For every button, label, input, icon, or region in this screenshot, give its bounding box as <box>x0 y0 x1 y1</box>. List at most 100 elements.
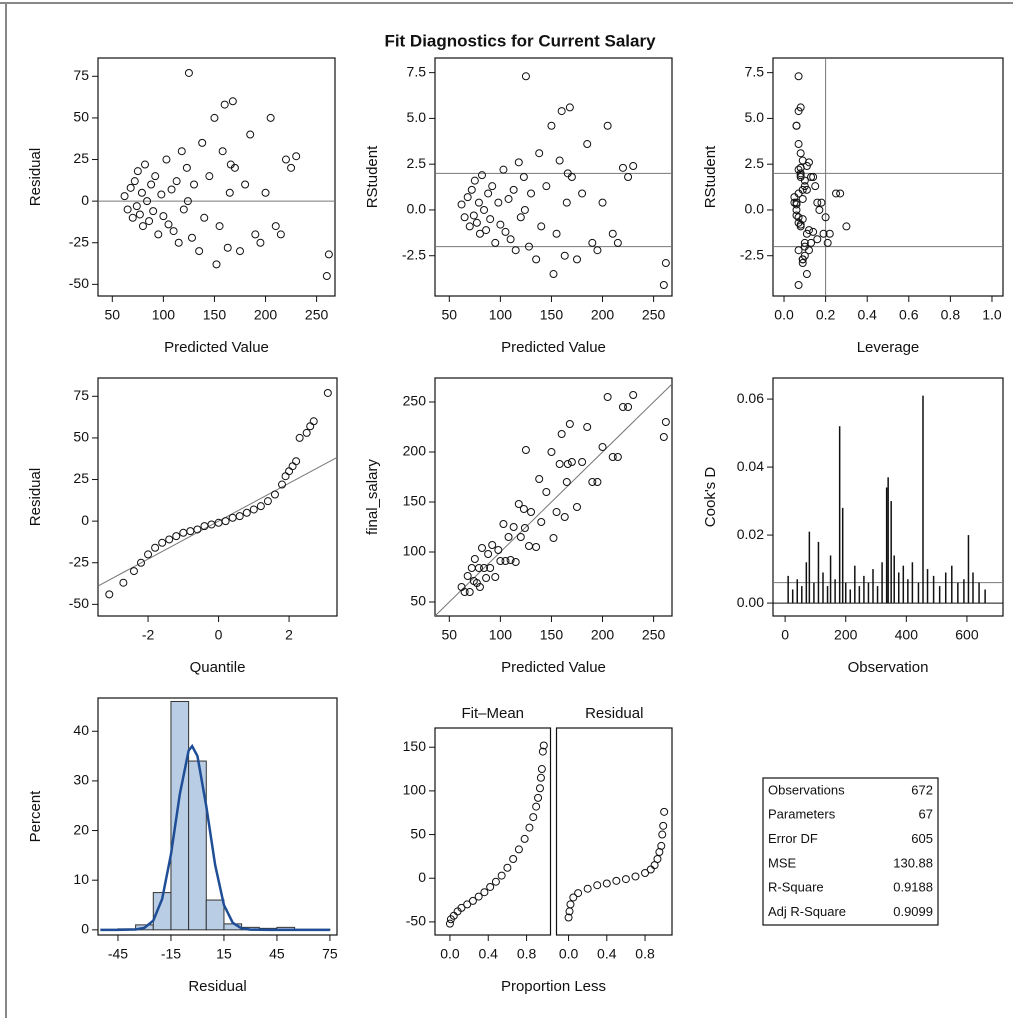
plot-frame <box>772 377 1004 617</box>
point <box>309 417 318 426</box>
point <box>457 200 466 209</box>
point <box>593 881 602 890</box>
point <box>463 900 472 909</box>
point <box>804 226 813 235</box>
point <box>537 222 546 231</box>
point <box>200 213 209 222</box>
plot-frame <box>434 727 552 936</box>
point <box>560 251 569 260</box>
point <box>603 121 612 130</box>
point <box>624 403 633 411</box>
point <box>529 813 538 822</box>
y-tick-label: 50 <box>73 109 89 125</box>
point <box>123 205 132 214</box>
point <box>138 222 147 231</box>
point <box>657 841 666 850</box>
point <box>588 478 597 486</box>
point <box>480 205 489 214</box>
plot-area <box>435 383 672 616</box>
point <box>534 793 543 802</box>
x-tick-label: 150 <box>540 307 564 323</box>
point <box>465 222 474 231</box>
point <box>813 235 822 244</box>
y-tick-label: 30 <box>73 772 89 788</box>
point <box>193 525 202 534</box>
y-tick-label: -50 <box>406 913 426 929</box>
point <box>519 505 528 513</box>
point <box>794 246 803 255</box>
point <box>137 558 146 567</box>
point <box>470 176 479 185</box>
point <box>819 229 828 238</box>
point <box>641 868 650 877</box>
y-tick-label: 0.0 <box>407 201 427 217</box>
point <box>555 460 564 468</box>
point <box>836 189 845 198</box>
point <box>128 213 137 222</box>
plot-area <box>98 68 335 281</box>
point <box>572 503 581 511</box>
x-tick-label: 45 <box>269 946 285 962</box>
point <box>552 508 561 516</box>
point <box>796 220 805 229</box>
point <box>798 194 807 203</box>
point <box>813 198 822 207</box>
point <box>460 213 469 222</box>
histogram-bar <box>205 899 225 931</box>
point <box>562 478 571 486</box>
point <box>271 222 280 231</box>
point <box>486 215 495 224</box>
point <box>323 388 332 397</box>
point <box>519 173 528 181</box>
x-tick-label: 200 <box>591 627 615 643</box>
point <box>172 532 181 541</box>
point <box>474 892 483 901</box>
point <box>802 185 811 194</box>
y-tick-label: 0 <box>81 192 89 208</box>
point <box>542 182 551 191</box>
point <box>547 121 556 130</box>
point <box>603 393 612 401</box>
y-axis-label: Cook's D <box>702 467 719 528</box>
point <box>538 747 547 756</box>
x-tick-label: 600 <box>955 627 979 643</box>
point <box>535 149 544 158</box>
x-tick-label: 400 <box>895 627 919 643</box>
point <box>132 202 141 211</box>
y-tick-label: 75 <box>73 67 89 83</box>
table-label: Error DF <box>768 831 818 846</box>
point <box>246 130 255 139</box>
point <box>624 173 633 181</box>
plot-frame <box>555 727 673 936</box>
point <box>491 573 500 581</box>
plot-area <box>773 395 1003 604</box>
point <box>499 165 508 174</box>
point <box>583 884 592 893</box>
y-tick-label: 25 <box>73 470 89 486</box>
point <box>552 229 561 238</box>
point <box>521 446 530 454</box>
point <box>661 418 670 426</box>
point <box>287 163 296 172</box>
point <box>514 845 523 854</box>
point <box>608 453 617 461</box>
point <box>158 538 167 547</box>
plot-area <box>773 58 1003 296</box>
plot-area <box>445 741 548 928</box>
point <box>794 281 803 290</box>
point <box>509 523 518 531</box>
point <box>798 156 807 165</box>
x-tick-label: 0 <box>215 627 223 643</box>
point <box>506 556 515 564</box>
point <box>794 189 803 198</box>
plot-area <box>435 72 672 290</box>
point <box>205 172 214 181</box>
point <box>563 169 572 178</box>
point <box>631 872 640 881</box>
point <box>796 169 805 178</box>
point <box>532 255 541 264</box>
x-axis-label: Predicted Value <box>501 659 606 676</box>
point <box>472 218 481 227</box>
point <box>613 238 622 247</box>
point <box>823 238 832 247</box>
